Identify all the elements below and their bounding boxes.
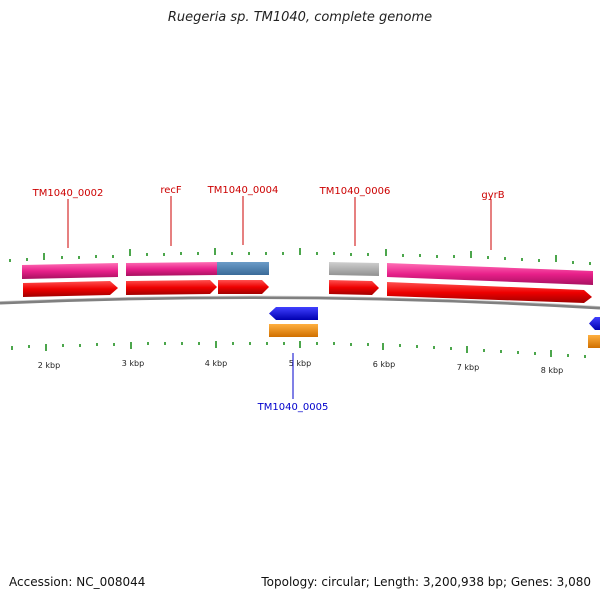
cds-arrow <box>23 281 118 297</box>
genome-backbone <box>0 296 600 310</box>
gene-label-recf: recF <box>160 185 182 196</box>
cds-arrow-reverse <box>269 307 318 320</box>
reverse-track <box>269 307 600 348</box>
tick-label: 3 kbp <box>122 359 144 368</box>
inner-tick-row <box>11 341 586 358</box>
gene-labels: TM1040_0002 recF TM1040_0004 TM1040_0006… <box>32 185 505 413</box>
forward-cds-track <box>23 280 592 303</box>
tick-label: 8 kbp <box>541 366 563 375</box>
gene-feature <box>387 263 593 285</box>
gene-feature-reverse <box>269 324 318 337</box>
gene-feature <box>22 263 118 279</box>
cds-arrow <box>329 280 379 295</box>
gene-label-tm1040-0005: TM1040_0005 <box>257 402 329 413</box>
gene-feature <box>217 262 269 275</box>
cds-arrow <box>126 280 217 295</box>
tick-label: 5 kbp <box>289 359 311 368</box>
cds-arrow <box>387 282 592 303</box>
tick-label: 7 kbp <box>457 363 479 372</box>
gene-feature <box>329 262 379 276</box>
cds-arrow-reverse <box>589 317 600 330</box>
tick-label: 2 kbp <box>38 361 60 370</box>
genome-summary-text: Topology: circular; Length: 3,200,938 bp… <box>261 575 591 589</box>
tick-label: 6 kbp <box>373 360 395 369</box>
accession-text: Accession: NC_008044 <box>9 575 146 589</box>
gene-label-tm1040-0004: TM1040_0004 <box>207 185 279 196</box>
forward-gene-track <box>22 262 593 285</box>
map-title: Ruegeria sp. TM1040, complete genome <box>167 10 433 25</box>
gene-feature <box>126 262 217 276</box>
gene-feature-reverse <box>588 335 600 348</box>
gene-label-tm1040-0002: TM1040_0002 <box>32 188 104 199</box>
outer-tick-row <box>9 248 591 265</box>
tick-label: 4 kbp <box>205 359 227 368</box>
label-leaders <box>67 196 492 399</box>
scale-labels: 2 kbp 3 kbp 4 kbp 5 kbp 6 kbp 7 kbp 8 kb… <box>38 359 563 375</box>
gene-label-gyrb: gyrB <box>481 190 504 201</box>
cds-arrow <box>218 280 269 294</box>
gene-label-tm1040-0006: TM1040_0006 <box>319 186 391 197</box>
